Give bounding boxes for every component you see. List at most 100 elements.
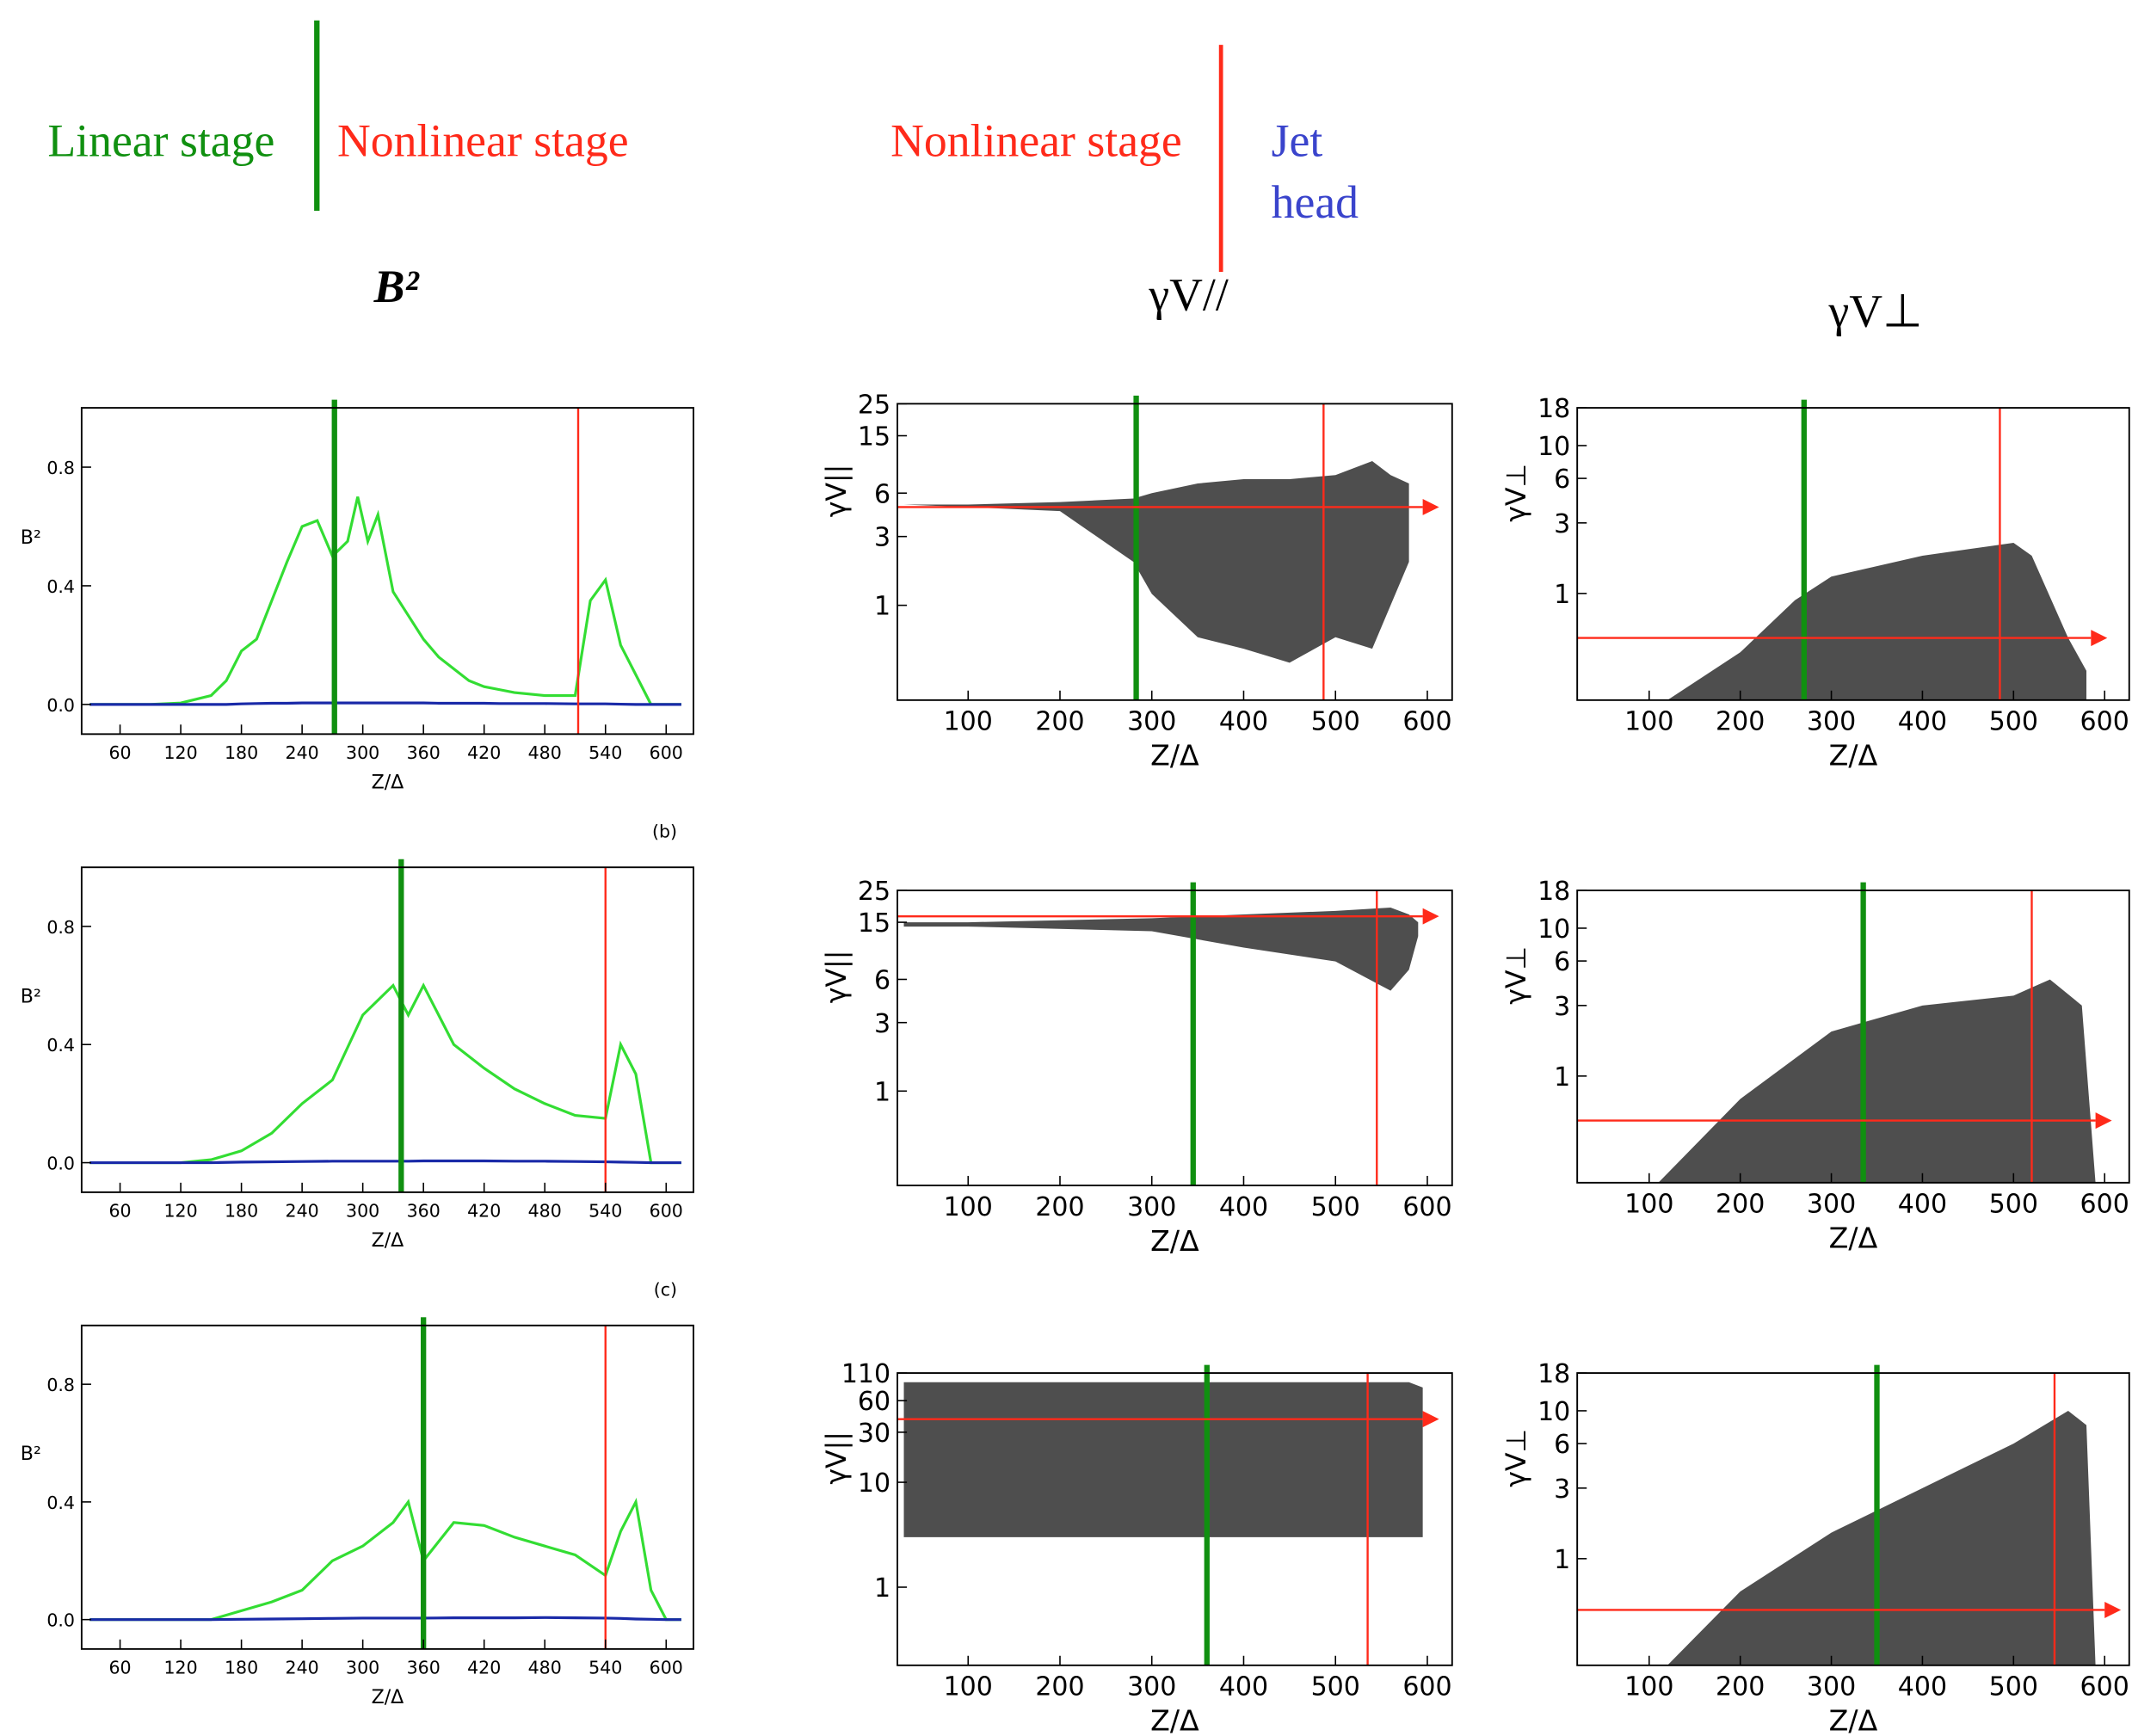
x-tick-label: 180 [225,742,258,763]
x-tick-label: 400 [1898,1190,1947,1220]
arrow-head [1422,498,1439,515]
data-line [89,701,681,706]
x-tick-label: 540 [588,742,622,763]
plot-frame [897,1372,1453,1666]
scatter-density [1667,542,2087,700]
y-tick-label: 6 [874,479,890,509]
data-line [89,1497,681,1622]
y-tick-label: 18 [1537,1359,1570,1389]
x-tick-label: 60 [108,1200,131,1221]
y-tick-label: 6 [874,966,890,996]
x-tick-label: 100 [944,1672,993,1702]
plot-frame [1576,1372,2130,1666]
plot-frame [897,403,1453,701]
x-tick-label: 300 [1127,1192,1176,1222]
y-tick-label: 30 [858,1419,890,1449]
x-tick-label: 300 [346,1657,379,1678]
x-axis-label: Z/Δ [372,1686,404,1708]
x-tick-label: 200 [1716,1672,1765,1702]
x-tick-label: 180 [225,1657,258,1678]
data-line [89,982,681,1165]
x-tick-label: 500 [1989,1190,2038,1220]
x-tick-label: 240 [286,742,319,763]
y-tick-label: 0.0 [46,1610,75,1631]
y-tick-label: 18 [1537,394,1570,424]
x-tick-label: 300 [346,742,379,763]
x-tick-label: 300 [1807,1672,1856,1702]
y-tick-label: 1 [1554,1545,1570,1575]
x-tick-label: 600 [2080,1190,2129,1220]
arrow-head [2104,1601,2122,1618]
x-tick-label: 600 [2080,707,2129,737]
y-tick-label: 1 [874,1077,890,1107]
y-tick-label: 6 [1554,465,1570,495]
x-tick-label: 500 [1989,707,2038,737]
column-title: B² [373,261,421,312]
arrow-head [2091,630,2108,647]
y-tick-label: 18 [1537,877,1570,907]
plot-frame [80,1324,694,1650]
jet-label: Jet [1272,115,1323,167]
x-tick-label: 100 [1624,707,1673,737]
x-tick-label: 360 [407,742,441,763]
x-tick-label: 300 [1127,1672,1176,1702]
x-tick-label: 100 [944,1192,993,1222]
y-tick-label: 10 [1537,914,1570,945]
x-tick-label: 360 [407,1657,441,1678]
x-axis-label: Z/Δ [1829,1222,1878,1255]
y-tick-label: 3 [1554,992,1570,1022]
scatter-density [1667,1410,2096,1665]
x-tick-label: 600 [1402,1192,1451,1222]
x-tick-label: 400 [1898,707,1947,737]
x-tick-label: 240 [286,1200,319,1221]
x-tick-label: 120 [163,742,197,763]
y-tick-label: 0.4 [46,1493,75,1513]
x-tick-label: 120 [163,1200,197,1221]
x-tick-label: 100 [944,707,993,737]
x-tick-label: 400 [1219,1672,1268,1702]
y-tick-label: 0.8 [46,458,75,478]
data-line [89,1616,681,1622]
x-tick-label: 600 [1402,707,1451,737]
x-axis-label: Z/Δ [372,772,404,794]
head-label: head [1272,176,1359,228]
y-axis-label: γV⊥ [1501,464,1532,522]
x-tick-label: 100 [1624,1672,1673,1702]
x-axis-label: Z/Δ [1150,739,1199,773]
y-tick-label: 6 [1554,1430,1570,1460]
x-tick-label: 480 [528,1657,562,1678]
x-axis-label: Z/Δ [1829,739,1878,773]
arrow-head [2095,1112,2112,1130]
x-tick-label: 500 [1311,1672,1360,1702]
plot-frame [1576,890,2130,1184]
y-axis-label: B² [21,985,41,1007]
scatter-density [903,1382,1423,1537]
arrow-head [1422,908,1439,925]
y-tick-label: 10 [1537,1397,1570,1427]
x-tick-label: 120 [163,1657,197,1678]
x-tick-label: 200 [1716,1190,1765,1220]
x-tick-label: 300 [346,1200,379,1221]
x-tick-label: 180 [225,1200,258,1221]
x-tick-label: 60 [108,742,131,763]
y-tick-label: 6 [1554,947,1570,977]
x-tick-label: 400 [1898,1672,1947,1702]
x-tick-label: 300 [1127,707,1176,737]
y-tick-label: 1 [1554,580,1570,610]
x-axis-label: Z/Δ [1829,1704,1878,1736]
y-tick-label: 110 [841,1359,890,1389]
x-tick-label: 600 [2080,1672,2129,1702]
y-axis-label: B² [21,1443,41,1465]
y-tick-label: 0.4 [46,1035,75,1056]
x-tick-label: 400 [1219,1192,1268,1222]
y-tick-label: 10 [1537,432,1570,462]
y-tick-label: 25 [858,877,890,907]
x-tick-label: 600 [650,1200,683,1221]
x-tick-label: 200 [1035,1672,1084,1702]
x-tick-label: 360 [407,1200,441,1221]
nonlinear-label: Nonlinear stage [890,115,1182,167]
y-axis-label: γV|| [822,951,853,1004]
y-tick-label: 0.0 [46,1153,75,1173]
x-tick-label: 100 [1624,1190,1673,1220]
x-tick-label: 480 [528,1200,562,1221]
